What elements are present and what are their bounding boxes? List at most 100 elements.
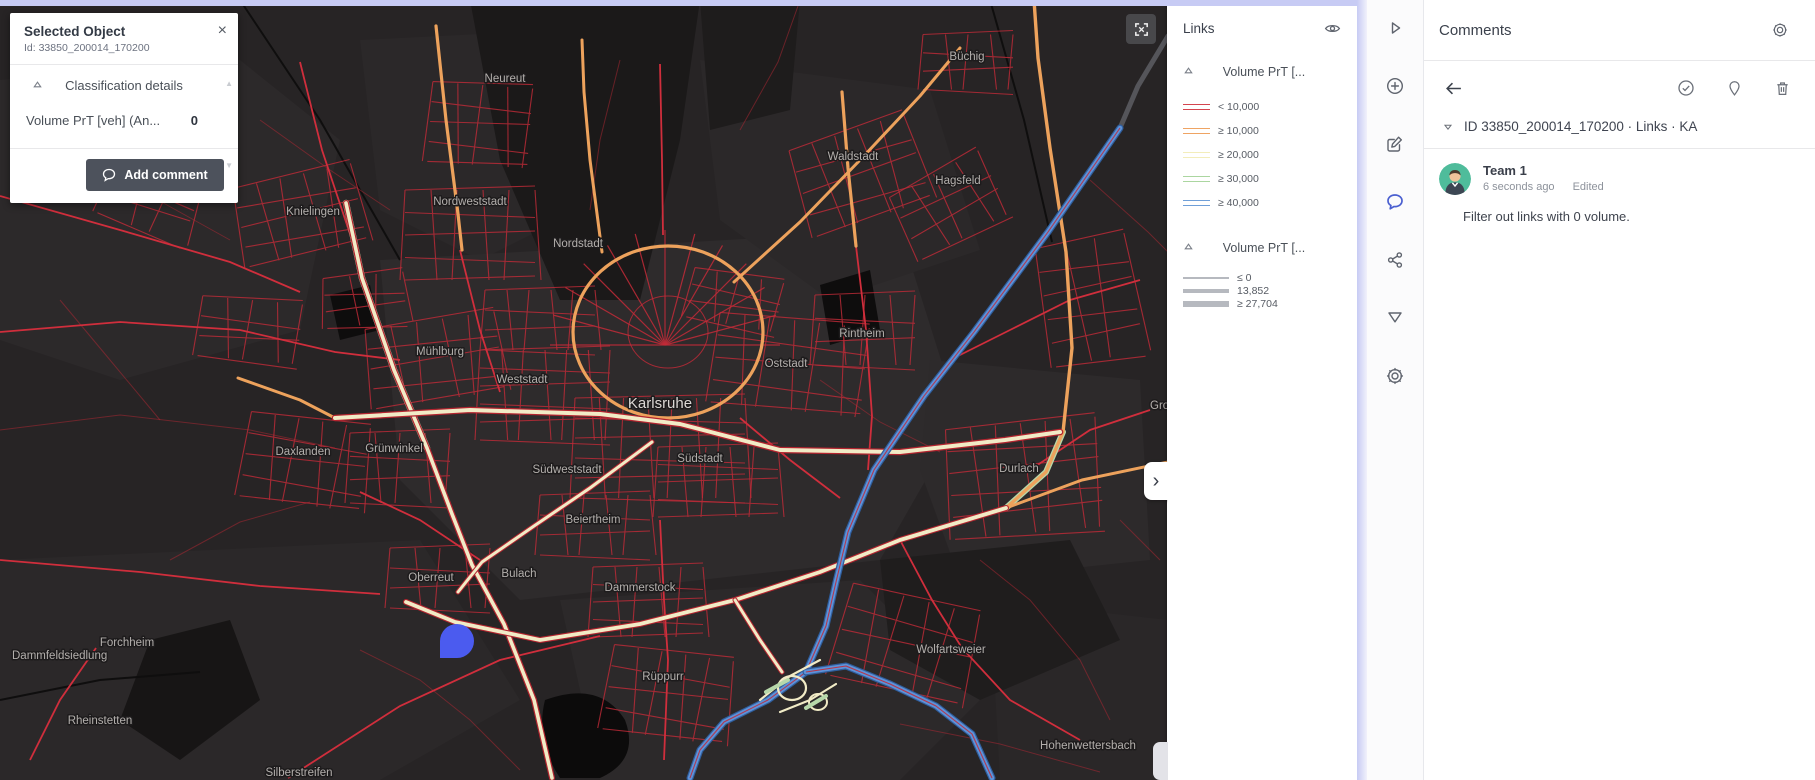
collapse-icon[interactable] [1183,65,1194,76]
map-label: Grünwinkel [365,443,423,455]
map-label: Büchig [949,51,984,63]
map-label: Durlach [999,463,1039,475]
side-toolbar [1367,0,1424,780]
map-label: Neureut [485,73,527,85]
toolbar-edit-icon[interactable] [1378,128,1412,160]
classification-section-header[interactable]: Classification details [24,75,224,97]
toolbar-filter-icon[interactable] [1378,302,1412,334]
panel-expand-handle[interactable]: › [1144,462,1168,500]
map-label: Knielingen [286,206,340,218]
resolve-check-icon[interactable] [1675,77,1697,99]
map-label: Rüppurr [642,671,684,683]
selected-object-popup: Selected Object Id: 33850_200014_170200 … [10,13,238,203]
legend-label: ≥ 20,000 [1218,149,1259,161]
legend-line-swatch [1183,128,1210,134]
legend-group-title: Volume PrT [... [1223,241,1305,255]
legend-label: ≥ 30,000 [1218,173,1259,185]
legend-label: < 10,000 [1218,101,1259,113]
legend-label: ≥ 40,000 [1218,197,1259,209]
collapse-icon[interactable] [1183,241,1194,252]
map-label: Gro [1150,400,1168,412]
map-label: Mühlburg [416,346,464,358]
comment-edited-badge: Edited [1573,181,1604,193]
map-label: Hohenwettersbach [1040,740,1136,752]
legend-item: 13,852 [1183,284,1345,297]
locate-pin-icon[interactable] [1724,78,1745,99]
comment-author: Team 1 [1483,163,1604,178]
add-comment-label: Add comment [124,168,207,182]
divider [10,64,238,65]
comment-bubble-icon [102,168,116,182]
toolbar-play-icon[interactable] [1378,12,1412,44]
legend-line-swatch [1183,176,1210,182]
map-label: Rintheim [839,328,884,340]
map-label: Silberstreifen [265,767,332,779]
map-label: Karlsruhe [628,395,692,412]
scroll-up-icon[interactable]: ▲ [225,79,233,88]
comments-settings-gear-icon[interactable] [1769,19,1791,41]
add-comment-button[interactable]: Add comment [86,159,224,191]
map-label: Daxlanden [276,446,331,458]
panel-collapse-tab[interactable] [1153,742,1168,780]
map-label: Forchheim [100,637,154,649]
legend-line-swatch [1183,104,1210,110]
legend-item: ≥ 30,000 [1183,167,1345,191]
panel-splitter[interactable] [1357,0,1367,780]
legend-label: ≥ 27,704 [1237,298,1278,310]
fullscreen-button[interactable] [1126,14,1156,44]
legend-line-swatch [1183,152,1210,158]
comment-item: Team 1 6 seconds ago Edited Filter out l… [1424,149,1815,224]
map-label: Bulach [501,568,536,580]
scroll-down-icon[interactable]: ▼ [225,161,233,170]
toolbar-settings-icon[interactable] [1378,360,1412,392]
map-pin[interactable] [440,624,474,658]
legend-groups: Volume PrT [... < 10,000 ≥ 10,000 ≥ 20,000 ≥… [1167,63,1357,310]
comment-body: Filter out links with 0 volume. [1463,209,1797,224]
comments-panel: Comments [1424,0,1815,780]
comment-timestamp: 6 seconds ago [1483,181,1555,193]
legend-label: 13,852 [1237,285,1269,297]
section-title: Classification details [65,78,183,93]
map-label: Dammerstock [605,582,676,594]
map-label: Hagsfeld [935,175,980,187]
map-label: Südstadt [677,453,723,465]
map-label: Wolfartsweier [916,644,986,656]
map-label: Nordstadt [553,238,604,250]
thread-title: ID 33850_200014_170200 · Links · KA [1464,119,1697,134]
fullscreen-icon [1133,21,1150,38]
back-arrow-icon[interactable] [1442,77,1465,100]
legend-item: < 10,000 [1183,95,1345,119]
legend-item: ≤ 0 [1183,271,1345,284]
thread-header[interactable]: ID 33850_200014_170200 · Links · KA [1424,115,1815,149]
toolbar-share-icon[interactable] [1378,244,1412,276]
avatar [1439,163,1471,195]
map-label: Beiertheim [566,514,621,526]
viewport-accent-border [0,0,1357,6]
legend-group: Volume PrT [... ≤ 013,852≥ 27,704 [1167,239,1357,310]
popup-title: Selected Object [24,24,224,39]
attribute-row: Volume PrT [veh] (An... 0 [24,113,224,128]
legend-item: ≥ 40,000 [1183,191,1345,215]
legend-line-swatch [1183,200,1210,206]
legend-bar-swatch [1183,301,1229,307]
collapse-icon[interactable] [32,79,43,90]
links-panel-title: Links [1183,21,1215,36]
delete-trash-icon[interactable] [1772,78,1793,99]
legend-bar-swatch [1183,289,1229,293]
legend-item: ≥ 10,000 [1183,119,1345,143]
attribute-label: Volume PrT [veh] (An... [26,113,160,128]
toolbar-add-circle-icon[interactable] [1378,70,1412,102]
toolbar-comments-icon[interactable] [1378,186,1412,218]
map-viewport[interactable]: Neureut Büchig Waldstadt Hagsfeld Knielingen… [0,0,1168,780]
divider [10,148,238,149]
close-icon[interactable]: × [216,21,229,41]
legend-item: ≥ 20,000 [1183,143,1345,167]
map-label: Südweststadt [532,464,602,476]
map-label: Rheinstetten [68,715,133,727]
map-label: Weststadt [497,374,549,386]
map-label: Waldstadt [828,151,880,163]
visibility-eye-icon[interactable] [1322,18,1343,39]
map-label: Oststadt [765,358,809,370]
attribute-value: 0 [191,113,198,128]
map-label: Nordweststadt [433,196,507,208]
